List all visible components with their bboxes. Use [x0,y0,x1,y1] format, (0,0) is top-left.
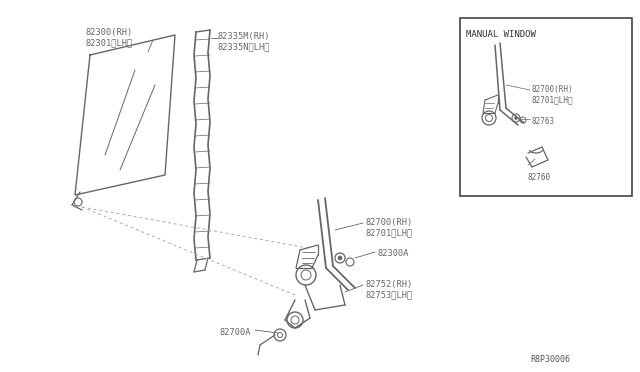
Text: 82300(RH): 82300(RH) [85,28,132,37]
Text: 82335M(RH): 82335M(RH) [218,32,271,41]
Text: MANUAL WINDOW: MANUAL WINDOW [466,30,536,39]
Text: 82760: 82760 [528,173,551,182]
Text: R8P30006: R8P30006 [530,355,570,364]
Text: 82701〈LH〉: 82701〈LH〉 [365,228,412,237]
Circle shape [338,256,342,260]
Circle shape [515,116,518,119]
Text: 82300A: 82300A [378,249,410,258]
Bar [460,18,632,196]
Text: 82763: 82763 [532,117,555,126]
Text: 82700A: 82700A [220,328,252,337]
Text: 82700(RH): 82700(RH) [532,85,573,94]
Text: 82701〈LH〉: 82701〈LH〉 [532,95,573,104]
Text: 82335N〈LH〉: 82335N〈LH〉 [218,42,271,51]
Text: 82301〈LH〉: 82301〈LH〉 [85,38,132,47]
Text: 82700(RH): 82700(RH) [365,218,412,227]
Text: 82753〈LH〉: 82753〈LH〉 [365,290,412,299]
Text: 82752(RH): 82752(RH) [365,280,412,289]
